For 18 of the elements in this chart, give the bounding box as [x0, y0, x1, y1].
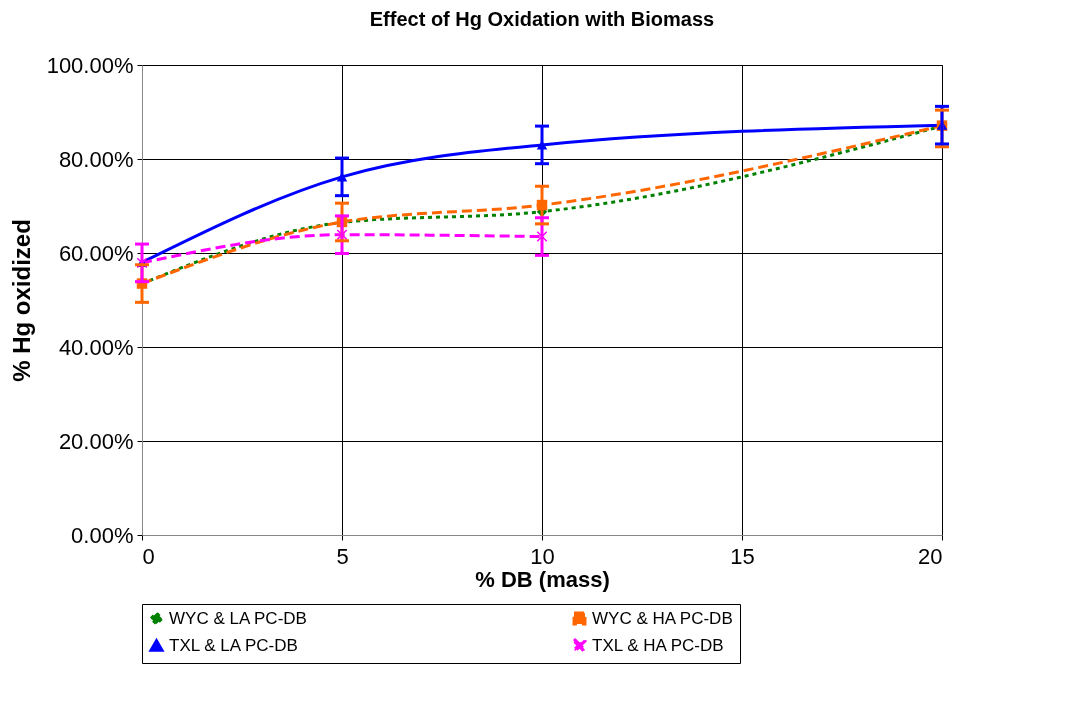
chart-title: Effect of Hg Oxidation with Biomass — [369, 8, 715, 30]
x-tick-label: 5 — [336, 543, 349, 569]
y-tick-label: 60.00% — [58, 240, 134, 266]
y-tick-label: 0.00% — [71, 522, 134, 548]
x-tick-label: 0 — [142, 543, 155, 569]
legend-label: WYC & HA PC-DB — [592, 608, 733, 628]
legend-label: WYC & LA PC-DB — [169, 608, 307, 628]
x-tick-label: 20 — [918, 543, 943, 569]
y-tick-label: 80.00% — [58, 146, 134, 172]
y-axis-title: % Hg oxidized — [7, 219, 35, 382]
legend-label: TXL & HA PC-DB — [592, 635, 724, 655]
legend-label: TXL & LA PC-DB — [169, 635, 298, 655]
x-tick-label: 10 — [530, 543, 555, 569]
x-tick-label: 15 — [730, 543, 755, 569]
y-tick-label: 40.00% — [58, 334, 134, 360]
y-tick-label: 100.00% — [46, 52, 134, 78]
x-axis-title: % DB (mass) — [475, 566, 610, 592]
y-tick-label: 20.00% — [58, 428, 134, 454]
